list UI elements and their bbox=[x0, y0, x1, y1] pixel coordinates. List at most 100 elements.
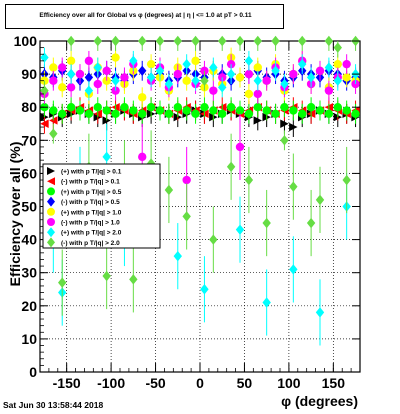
legend-label: (-) with p T/|q| > 0.1 bbox=[61, 179, 120, 186]
data-point bbox=[66, 35, 76, 47]
y-tick-label: 100 bbox=[14, 33, 38, 49]
y-tick-label: 80 bbox=[21, 99, 37, 115]
data-point bbox=[40, 85, 49, 96]
data-point bbox=[209, 106, 218, 115]
data-point bbox=[244, 69, 254, 79]
data-point bbox=[58, 83, 67, 92]
legend-label: (+) with p T/|q| > 0.1 bbox=[61, 169, 122, 176]
data-point bbox=[173, 103, 182, 112]
timestamp-footer: Sat Jun 30 13:58:44 2018 bbox=[3, 400, 104, 410]
data-point bbox=[102, 106, 111, 115]
data-point bbox=[271, 35, 280, 47]
data-point bbox=[333, 103, 342, 112]
data-point bbox=[58, 63, 67, 72]
data-point bbox=[351, 109, 360, 119]
data-point bbox=[315, 66, 325, 75]
data-point bbox=[49, 128, 58, 139]
y-tick-label: 60 bbox=[21, 165, 37, 181]
data-point bbox=[173, 35, 182, 47]
legend-label: (+) with p T/|q| > 1.0 bbox=[61, 209, 122, 216]
data-point bbox=[146, 59, 156, 69]
y-tick-label: 90 bbox=[21, 66, 37, 82]
data-point bbox=[84, 85, 94, 96]
data-point bbox=[138, 109, 147, 119]
data-point bbox=[342, 174, 351, 186]
data-point bbox=[235, 224, 245, 235]
data-point bbox=[182, 58, 191, 70]
legend-marker bbox=[47, 237, 55, 248]
data-point bbox=[209, 234, 218, 245]
data-point bbox=[129, 55, 138, 67]
data-point bbox=[138, 152, 147, 162]
data-point bbox=[342, 73, 351, 82]
data-point bbox=[93, 62, 102, 73]
data-point bbox=[209, 86, 218, 95]
y-tick-label: 10 bbox=[21, 331, 37, 347]
data-point bbox=[289, 264, 298, 275]
data-point bbox=[289, 122, 298, 132]
data-point bbox=[146, 103, 156, 112]
data-point bbox=[155, 65, 165, 76]
data-point bbox=[289, 181, 298, 192]
data-point bbox=[262, 217, 271, 229]
data-point bbox=[298, 109, 307, 119]
data-point bbox=[315, 194, 325, 206]
y-tick-label: 20 bbox=[21, 298, 37, 314]
data-point bbox=[218, 109, 227, 119]
data-point bbox=[324, 109, 334, 119]
x-tick-label: 100 bbox=[277, 375, 301, 391]
data-point bbox=[49, 106, 58, 115]
data-point bbox=[111, 109, 120, 119]
title-box: Efficiency over all for Global vs φ (deg… bbox=[5, 4, 284, 29]
x-tick-label: -150 bbox=[53, 375, 81, 391]
data-point bbox=[155, 106, 165, 115]
data-point bbox=[111, 75, 120, 86]
data-point bbox=[111, 53, 120, 62]
legend-marker bbox=[47, 177, 55, 186]
legend-label: (-) with p T/|q| > 0.5 bbox=[61, 199, 120, 206]
data-point bbox=[191, 35, 200, 47]
data-point bbox=[191, 75, 200, 86]
data-point bbox=[75, 69, 85, 79]
legend-marker bbox=[47, 196, 55, 207]
data-point bbox=[102, 66, 111, 75]
data-point bbox=[84, 72, 94, 83]
data-point bbox=[271, 65, 280, 76]
data-point bbox=[146, 158, 156, 169]
data-point bbox=[226, 161, 236, 172]
legend-marker bbox=[47, 167, 55, 175]
data-point bbox=[155, 35, 165, 47]
data-point bbox=[324, 62, 334, 73]
data-point bbox=[84, 56, 94, 66]
data-point bbox=[262, 106, 271, 115]
legend-label: (-) with p T/|q| > 1.0 bbox=[61, 220, 120, 227]
legend-marker bbox=[47, 218, 55, 226]
y-tick-label: 0 bbox=[29, 364, 37, 380]
x-tick-label: -100 bbox=[97, 375, 125, 391]
data-point bbox=[129, 274, 138, 285]
data-point bbox=[58, 277, 67, 288]
data-point bbox=[253, 89, 262, 99]
legend-box bbox=[42, 163, 161, 249]
data-point bbox=[253, 63, 262, 72]
data-point bbox=[333, 75, 342, 86]
data-point bbox=[49, 63, 58, 72]
data-point bbox=[315, 106, 325, 115]
data-point bbox=[40, 119, 49, 128]
legend-marker bbox=[47, 187, 55, 196]
data-point bbox=[173, 69, 182, 79]
data-point bbox=[235, 142, 245, 152]
data-point bbox=[226, 68, 236, 80]
data-point bbox=[66, 68, 76, 80]
data-point bbox=[253, 35, 262, 47]
legend-label: (+) with p T/|q| > 0.5 bbox=[61, 189, 122, 196]
data-point bbox=[244, 89, 254, 99]
data-point bbox=[218, 35, 227, 47]
data-point bbox=[209, 62, 218, 73]
data-point bbox=[93, 103, 102, 112]
data-point bbox=[324, 86, 334, 95]
data-point bbox=[244, 109, 254, 119]
data-point bbox=[342, 59, 351, 69]
data-point bbox=[298, 35, 307, 47]
data-point bbox=[244, 174, 254, 186]
